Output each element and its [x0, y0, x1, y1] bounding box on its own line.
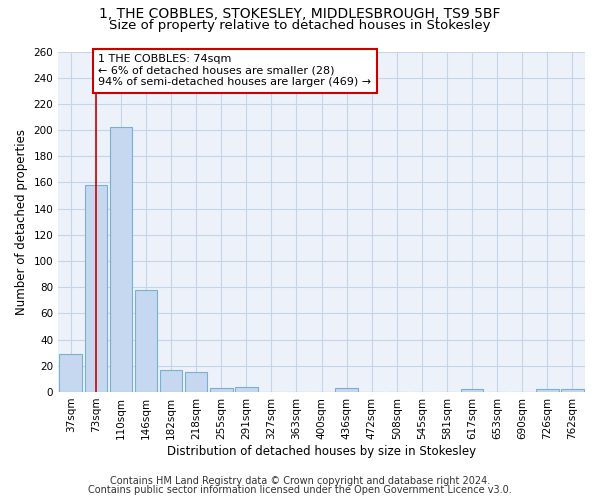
Bar: [210, 388, 233, 392]
Bar: [185, 372, 208, 392]
Text: 1 THE COBBLES: 74sqm
← 6% of detached houses are smaller (28)
94% of semi-detach: 1 THE COBBLES: 74sqm ← 6% of detached ho…: [98, 54, 371, 88]
Bar: [160, 370, 182, 392]
Y-axis label: Number of detached properties: Number of detached properties: [15, 128, 28, 314]
Bar: [561, 390, 584, 392]
Bar: [85, 185, 107, 392]
Bar: [536, 390, 559, 392]
Bar: [461, 390, 484, 392]
Bar: [235, 386, 257, 392]
Bar: [110, 128, 132, 392]
Text: Contains HM Land Registry data © Crown copyright and database right 2024.: Contains HM Land Registry data © Crown c…: [110, 476, 490, 486]
Text: Contains public sector information licensed under the Open Government Licence v3: Contains public sector information licen…: [88, 485, 512, 495]
Bar: [59, 354, 82, 392]
Text: Size of property relative to detached houses in Stokesley: Size of property relative to detached ho…: [109, 18, 491, 32]
Bar: [134, 290, 157, 392]
Text: 1, THE COBBLES, STOKESLEY, MIDDLESBROUGH, TS9 5BF: 1, THE COBBLES, STOKESLEY, MIDDLESBROUGH…: [99, 8, 501, 22]
X-axis label: Distribution of detached houses by size in Stokesley: Distribution of detached houses by size …: [167, 444, 476, 458]
Bar: [335, 388, 358, 392]
